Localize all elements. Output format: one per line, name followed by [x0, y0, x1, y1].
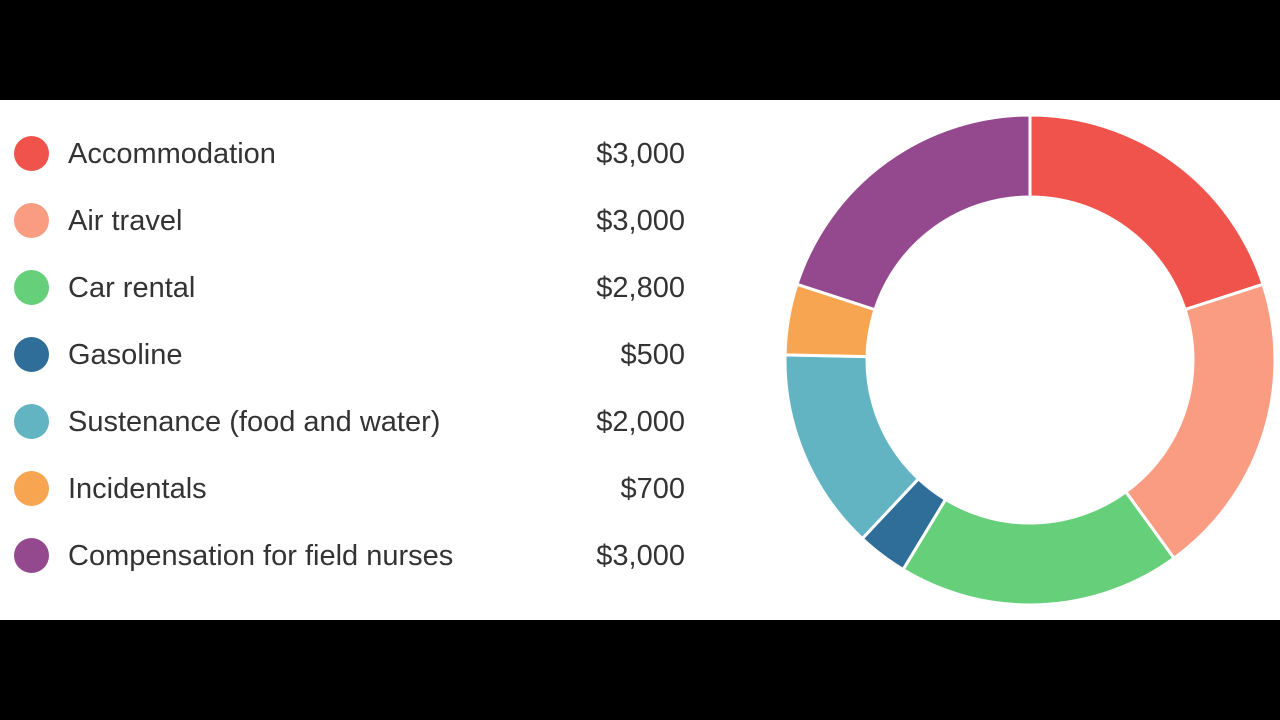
- legend-swatch: [14, 337, 49, 372]
- legend-value: $3,000: [596, 540, 685, 572]
- legend-item-car-rental: Car rental $2,800: [0, 254, 700, 321]
- legend-value: $2,800: [596, 272, 685, 304]
- legend-label: Car rental: [68, 272, 196, 304]
- legend-value: $2,000: [596, 406, 685, 438]
- donut-slice-accommodation: [1028, 113, 1265, 312]
- legend-label: Air travel: [68, 205, 183, 237]
- donut-slice-car-rental: [901, 489, 1177, 607]
- chart-panel: Accommodation $3,000 Air travel $3,000 C…: [0, 100, 1280, 620]
- legend-value: $500: [620, 339, 685, 371]
- donut-slice-air-travel: [1123, 282, 1277, 561]
- legend-item-compensation: Compensation for field nurses $3,000: [0, 522, 700, 589]
- legend-swatch: [14, 203, 49, 238]
- legend-swatch: [14, 404, 49, 439]
- legend-item-sustenance: Sustenance (food and water) $2,000: [0, 388, 700, 455]
- legend-value: $3,000: [596, 138, 685, 170]
- donut-slice-compensation-for-field-nurses: [795, 113, 1032, 312]
- legend-label: Accommodation: [68, 138, 276, 170]
- legend-label: Incidentals: [68, 473, 207, 505]
- legend-label: Compensation for field nurses: [68, 540, 454, 572]
- legend-label: Gasoline: [68, 339, 183, 371]
- legend-swatch: [14, 471, 49, 506]
- legend-item-gasoline: Gasoline $500: [0, 321, 700, 388]
- legend-item-air-travel: Air travel $3,000: [0, 187, 700, 254]
- donut-chart: [783, 113, 1277, 607]
- legend-swatch: [14, 270, 49, 305]
- legend-item-accommodation: Accommodation $3,000: [0, 120, 700, 187]
- legend-swatch: [14, 136, 49, 171]
- legend-value: $700: [620, 473, 685, 505]
- legend-swatch: [14, 538, 49, 573]
- chart-legend: Accommodation $3,000 Air travel $3,000 C…: [0, 120, 700, 600]
- legend-label: Sustenance (food and water): [68, 406, 441, 438]
- legend-item-incidentals: Incidentals $700: [0, 455, 700, 522]
- legend-value: $3,000: [596, 205, 685, 237]
